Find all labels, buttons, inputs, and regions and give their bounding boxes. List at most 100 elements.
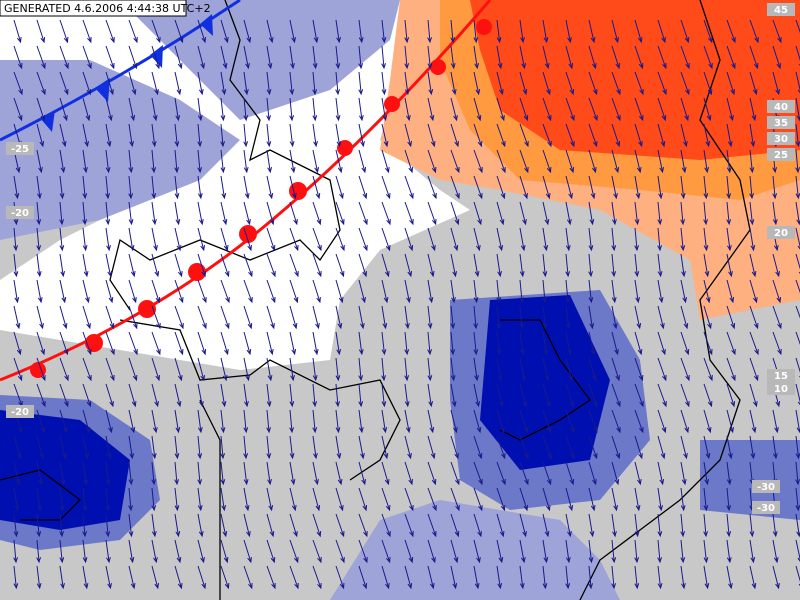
- wind-arrow: [427, 487, 437, 512]
- wind-arrow: [680, 201, 686, 226]
- wind-arrow: [220, 149, 226, 174]
- wind-arrow: [795, 461, 800, 486]
- wind-arrow: [105, 487, 111, 512]
- wind-arrow: [220, 45, 228, 70]
- wind-arrow: [450, 513, 460, 538]
- wind-arrow: [473, 539, 481, 564]
- wind-arrow: [358, 409, 364, 434]
- wind-arrow: [519, 253, 525, 278]
- wind-arrow: [634, 175, 641, 200]
- wind-arrow: [519, 409, 529, 434]
- wind-arrow: [404, 305, 410, 330]
- wind-arrow: [450, 565, 458, 590]
- wind-arrow: [266, 539, 276, 564]
- wind-arrow: [703, 149, 710, 174]
- wind-arrow: [174, 123, 180, 148]
- wind-arrow: [473, 279, 479, 304]
- wind-arrow: [13, 97, 23, 122]
- wind-arrow: [197, 253, 207, 278]
- wind-arrow: [289, 253, 299, 278]
- wind-arrow: [542, 461, 552, 486]
- wind-arrow: [36, 435, 45, 460]
- wind-arrow: [542, 149, 552, 174]
- wind-arrow: [795, 45, 800, 66]
- wind-arrow: [243, 539, 252, 564]
- wind-arrow: [496, 331, 502, 356]
- wind-arrow: [174, 305, 184, 330]
- wind-arrow: [473, 331, 479, 356]
- wind-arrow: [266, 565, 276, 590]
- wind-arrow: [243, 123, 249, 148]
- wind-arrow: [197, 19, 207, 44]
- label-background: [767, 148, 795, 161]
- wind-arrow: [358, 201, 368, 226]
- wind-arrow: [59, 357, 69, 382]
- wind-arrow: [473, 305, 479, 330]
- wind-arrow: [772, 565, 780, 590]
- wind-arrow: [243, 253, 253, 278]
- wind-arrow: [473, 253, 480, 278]
- wind-arrow: [427, 227, 436, 252]
- wind-arrow: [82, 487, 88, 512]
- wind-arrow: [36, 279, 43, 304]
- wind-arrow: [151, 175, 157, 200]
- contour-label: 10: [774, 384, 788, 395]
- wind-arrow: [496, 175, 506, 200]
- wind-arrow: [220, 461, 226, 486]
- wind-arrow: [128, 461, 134, 486]
- wind-arrow: [289, 175, 297, 200]
- wind-arrow: [36, 461, 43, 486]
- cold-front-triangles: [40, 14, 213, 132]
- wind-arrow: [128, 19, 138, 44]
- wind-arrow: [358, 565, 368, 590]
- wind-arrow: [496, 19, 502, 44]
- wind-arrow: [151, 279, 161, 304]
- wind-arrow: [59, 409, 68, 434]
- wind-arrow: [128, 253, 136, 278]
- wind-arrow: [197, 383, 204, 408]
- wind-arrow: [59, 175, 65, 200]
- wind-arrow: [197, 149, 203, 174]
- wind-arrow: [450, 45, 456, 70]
- wind-arrow: [795, 513, 800, 538]
- wind-arrow: [611, 123, 621, 148]
- wind-arrow: [427, 71, 434, 96]
- wind-arrow: [105, 305, 115, 330]
- wind-arrow: [36, 305, 44, 330]
- label-background: [767, 116, 795, 129]
- wind-arrow: [82, 461, 88, 486]
- wind-arrow: [496, 565, 503, 590]
- wind-arrow: [726, 227, 732, 252]
- wind-arrow: [197, 279, 207, 304]
- wind-arrow: [220, 409, 226, 434]
- wind-arrow: [381, 97, 388, 122]
- wind-arrow: [726, 45, 736, 70]
- wind-arrow: [82, 253, 89, 278]
- contour-label: -30: [757, 503, 775, 514]
- wind-arrow: [542, 357, 550, 382]
- wind-arrow: [680, 565, 686, 590]
- wind-arrow: [266, 487, 274, 512]
- wind-arrow: [174, 71, 182, 96]
- wind-arrow: [703, 487, 709, 512]
- wind-arrow: [174, 175, 180, 200]
- wind-arrow: [312, 253, 322, 278]
- wind-arrow: [82, 175, 88, 200]
- wind-arrow: [36, 565, 42, 590]
- wind-arrow: [404, 461, 413, 486]
- wind-arrow: [220, 565, 230, 590]
- wind-arrow: [588, 409, 598, 434]
- wind-arrow: [151, 565, 160, 590]
- wind-arrow: [59, 149, 66, 174]
- wind-arrow: [657, 331, 666, 356]
- contour-label: 35: [774, 118, 788, 129]
- wind-arrow: [13, 175, 20, 200]
- wind-arrow: [611, 331, 619, 356]
- wind-arrow: [220, 357, 228, 382]
- wind-arrow: [13, 565, 19, 590]
- wind-arrow: [542, 331, 549, 356]
- wind-arrow: [519, 383, 528, 408]
- wind-arrow: [59, 97, 68, 122]
- wind-arrow: [680, 71, 690, 96]
- wind-arrow: [473, 565, 480, 590]
